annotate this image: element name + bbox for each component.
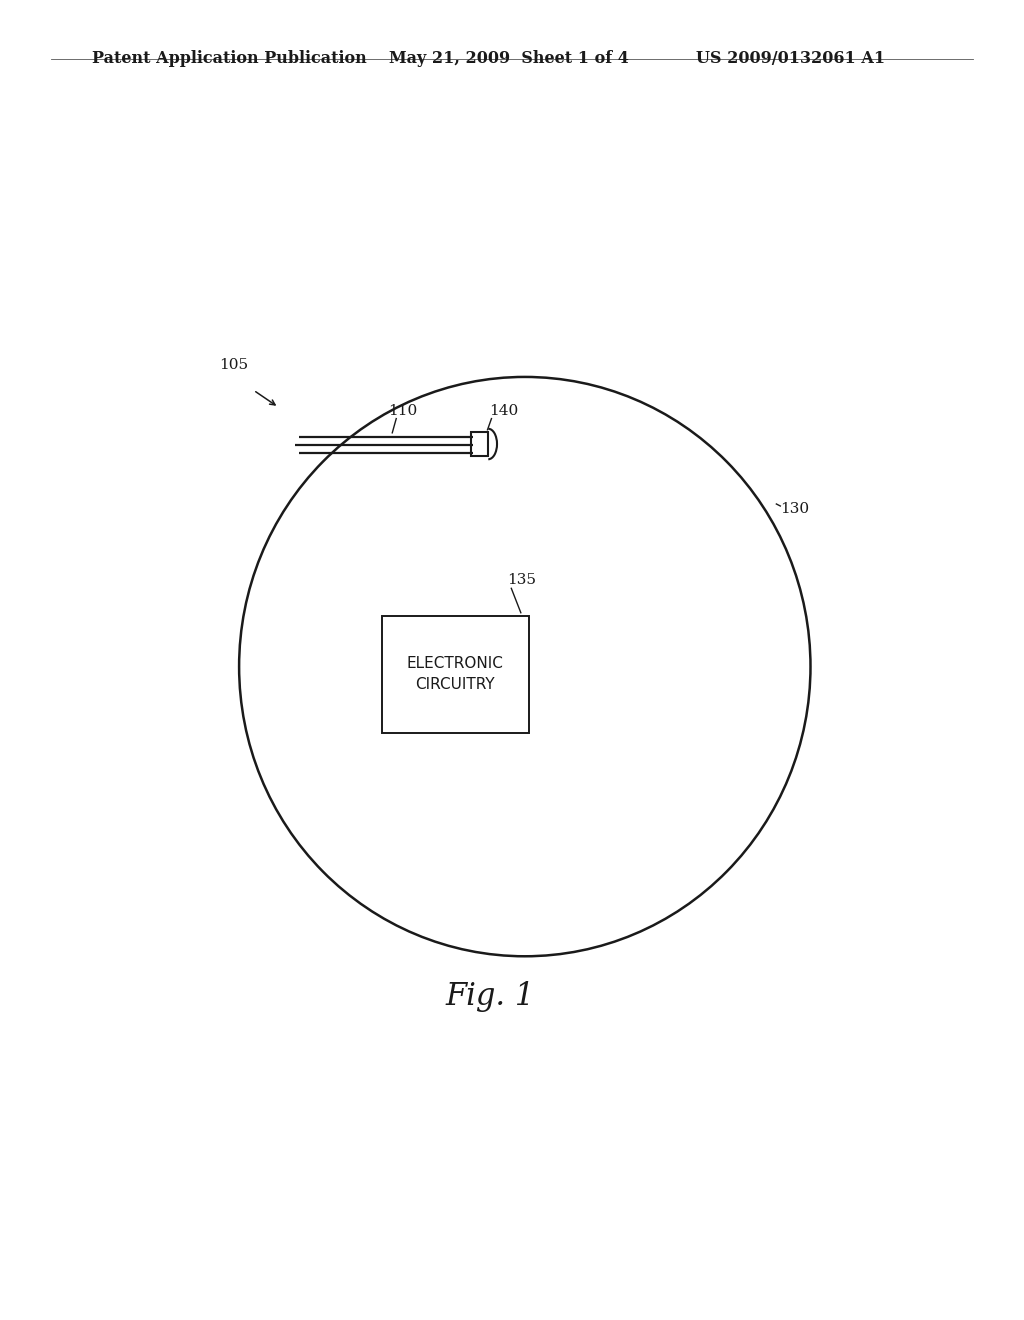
Text: 105: 105 xyxy=(219,358,249,372)
Text: Patent Application Publication: Patent Application Publication xyxy=(92,50,367,67)
FancyBboxPatch shape xyxy=(471,432,488,457)
Text: May 21, 2009  Sheet 1 of 4: May 21, 2009 Sheet 1 of 4 xyxy=(389,50,629,67)
FancyBboxPatch shape xyxy=(382,615,528,733)
Ellipse shape xyxy=(239,378,811,956)
Text: US 2009/0132061 A1: US 2009/0132061 A1 xyxy=(696,50,886,67)
Text: 140: 140 xyxy=(489,404,518,417)
Text: Fig. 1: Fig. 1 xyxy=(445,982,535,1012)
Text: 130: 130 xyxy=(780,502,809,516)
Text: 110: 110 xyxy=(388,404,418,417)
Text: 135: 135 xyxy=(507,573,537,587)
Text: ELECTRONIC
CIRCUITRY: ELECTRONIC CIRCUITRY xyxy=(407,656,504,692)
